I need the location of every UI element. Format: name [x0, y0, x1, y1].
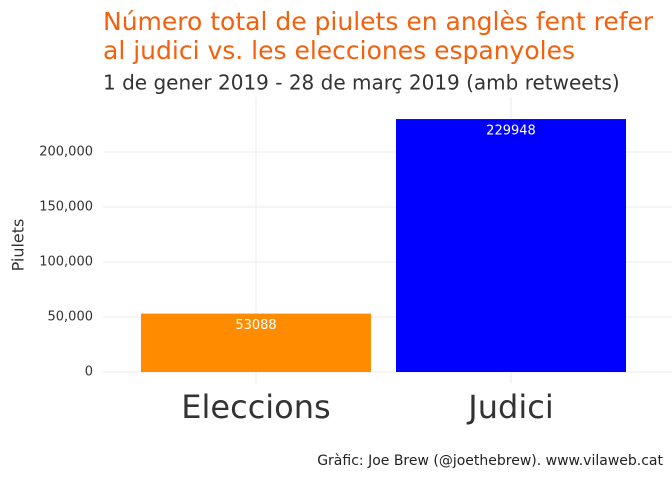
y-tick-label: 50,000: [48, 310, 94, 325]
chart-title: Número total de piulets en anglès fent r…: [103, 7, 654, 36]
bar: [141, 313, 371, 372]
caption: Gràfic: Joe Brew (@joethebrew). www.vila…: [317, 453, 663, 469]
y-tick-label: 100,000: [39, 255, 93, 270]
y-tick-label: 200,000: [39, 145, 93, 160]
value-label: 229948: [486, 124, 536, 139]
y-axis-label: Piulets: [9, 219, 28, 272]
x-tick-label: Eleccions: [181, 388, 330, 426]
chart-title: al judici vs. les elecciones espanyoles: [103, 36, 575, 65]
value-label: 53088: [235, 318, 276, 333]
y-tick-label: 150,000: [39, 200, 93, 215]
x-tick-label: Judici: [466, 388, 553, 426]
y-tick-label: 0: [85, 365, 93, 380]
chart-subtitle: 1 de gener 2019 - 28 de març 2019 (amb r…: [103, 71, 620, 95]
bar: [396, 119, 626, 373]
